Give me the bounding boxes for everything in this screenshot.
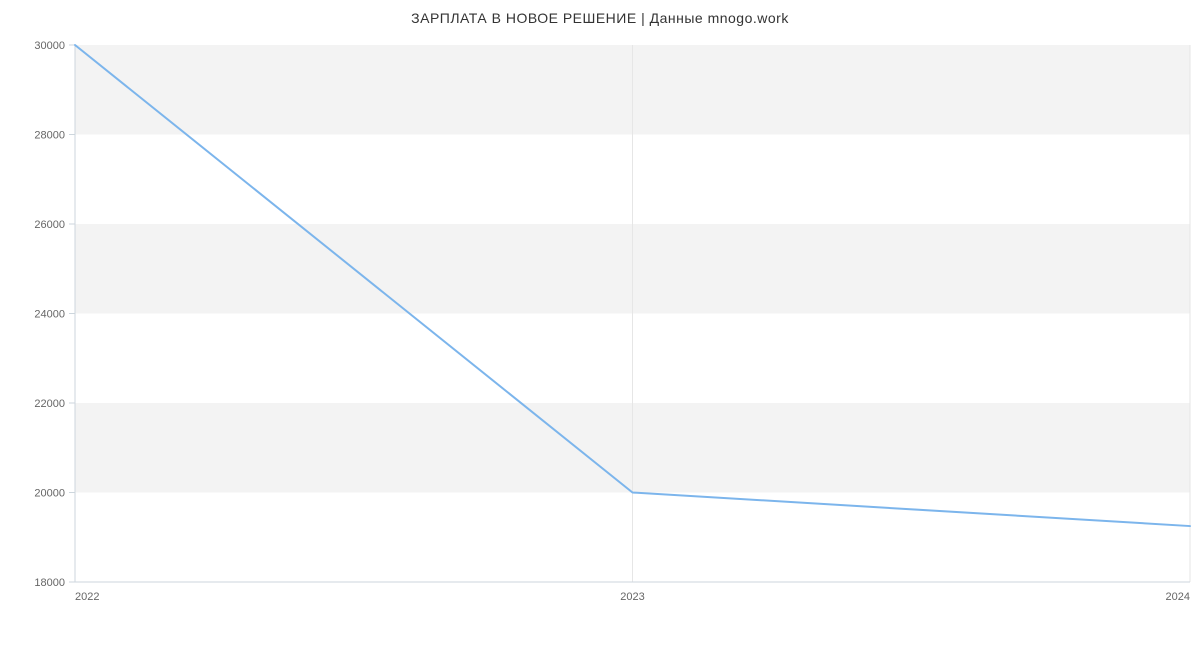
y-tick-label: 24000: [34, 309, 65, 321]
salary-chart: ЗАРПЛАТА В НОВОЕ РЕШЕНИЕ | Данные mnogo.…: [0, 0, 1200, 650]
y-tick-label: 20000: [34, 488, 65, 500]
y-tick-label: 30000: [34, 40, 65, 52]
y-tick-label: 26000: [34, 219, 65, 231]
y-tick-label: 22000: [34, 398, 65, 410]
y-tick-label: 28000: [34, 130, 65, 142]
x-tick-label: 2023: [620, 591, 644, 603]
x-tick-label: 2024: [1166, 591, 1190, 603]
y-tick-label: 18000: [34, 577, 65, 589]
x-tick-label: 2022: [75, 591, 99, 603]
chart-svg: 18000 20000 22000 24000 26000 28000 30000 2022 2…: [0, 0, 1200, 650]
